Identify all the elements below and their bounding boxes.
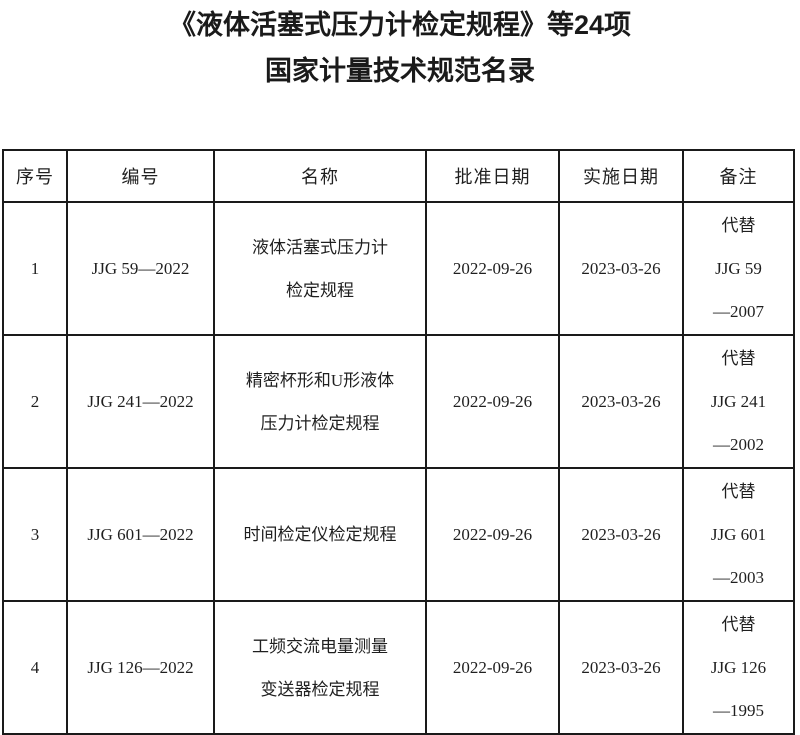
remark-line: JJG 59 <box>715 259 762 278</box>
remark-line: 代替 <box>721 349 756 368</box>
name-line: 时间检定仪检定规程 <box>243 525 397 544</box>
name-line: 工频交流电量测量 <box>252 636 388 656</box>
table-row: 1 JJG 59—2022 液体活塞式压力计 检定规程 2022-09-26 2… <box>2 201 795 336</box>
table-header-row: 序号 编号 名称 批准日期 实施日期 备注 <box>2 149 795 203</box>
cell-name: 工频交流电量测量 变送器检定规程 <box>213 600 427 735</box>
header-cell-remark: 备注 <box>682 149 795 203</box>
cell-code: JJG 241—2022 <box>66 334 215 469</box>
cell-approval-date: 2022-09-26 <box>425 600 560 735</box>
remark-line: JJG 601 <box>710 525 767 544</box>
remark-line: —1995 <box>713 701 764 720</box>
header-cell-index: 序号 <box>2 149 68 203</box>
specs-table: 序号 编号 名称 批准日期 实施日期 备注 1 JJG 59—2022 液体活塞… <box>2 149 795 735</box>
cell-implementation-date: 2023-03-26 <box>558 600 684 735</box>
cell-implementation-date: 2023-03-26 <box>558 201 684 336</box>
cell-implementation-date: 2023-03-26 <box>558 467 684 602</box>
table-row: 4 JJG 126—2022 工频交流电量测量 变送器检定规程 2022-09-… <box>2 600 795 735</box>
remark-line: —2003 <box>713 568 764 587</box>
title-line-2: 国家计量技术规范名录 <box>265 56 535 86</box>
name-line: 精密杯形和U形液体 <box>245 370 395 390</box>
cell-implementation-date: 2023-03-26 <box>558 334 684 469</box>
cell-remark: 代替 JJG 59 —2007 <box>682 201 795 336</box>
cell-approval-date: 2022-09-26 <box>425 467 560 602</box>
header-cell-code: 编号 <box>66 149 215 203</box>
cell-index: 4 <box>2 600 68 735</box>
header-cell-name: 名称 <box>213 149 427 203</box>
cell-index: 3 <box>2 467 68 602</box>
cell-name: 液体活塞式压力计 检定规程 <box>213 201 427 336</box>
cell-index: 2 <box>2 334 68 469</box>
title-line-1: 《液体活塞式压力计检定规程》等24项 <box>168 10 632 40</box>
remark-line: 代替 <box>721 482 756 501</box>
cell-code: JJG 601—2022 <box>66 467 215 602</box>
cell-name: 精密杯形和U形液体 压力计检定规程 <box>213 334 427 469</box>
cell-index: 1 <box>2 201 68 336</box>
document-title: 《液体活塞式压力计检定规程》等24项 国家计量技术规范名录 <box>0 2 800 94</box>
remark-line: JJG 126 <box>710 658 767 677</box>
cell-approval-date: 2022-09-26 <box>425 334 560 469</box>
remark-line: —2007 <box>713 302 764 321</box>
header-cell-approval-date: 批准日期 <box>425 149 560 203</box>
table-row: 2 JJG 241—2022 精密杯形和U形液体 压力计检定规程 2022-09… <box>2 334 795 469</box>
remark-line: 代替 <box>721 216 756 235</box>
remark-line: —2002 <box>713 435 764 454</box>
table-row: 3 JJG 601—2022 时间检定仪检定规程 2022-09-26 2023… <box>2 467 795 602</box>
cell-remark: 代替 JJG 126 —1995 <box>682 600 795 735</box>
cell-code: JJG 59—2022 <box>66 201 215 336</box>
cell-remark: 代替 JJG 241 —2002 <box>682 334 795 469</box>
name-line: 检定规程 <box>286 280 354 300</box>
remark-line: 代替 <box>721 615 756 634</box>
cell-name: 时间检定仪检定规程 <box>213 467 427 602</box>
name-line: 变送器检定规程 <box>260 679 380 699</box>
remark-line: JJG 241 <box>710 392 767 411</box>
cell-approval-date: 2022-09-26 <box>425 201 560 336</box>
cell-code: JJG 126—2022 <box>66 600 215 735</box>
cell-remark: 代替 JJG 601 —2003 <box>682 467 795 602</box>
header-cell-implementation-date: 实施日期 <box>558 149 684 203</box>
name-line: 压力计检定规程 <box>260 413 380 433</box>
name-line: 液体活塞式压力计 <box>252 237 388 257</box>
